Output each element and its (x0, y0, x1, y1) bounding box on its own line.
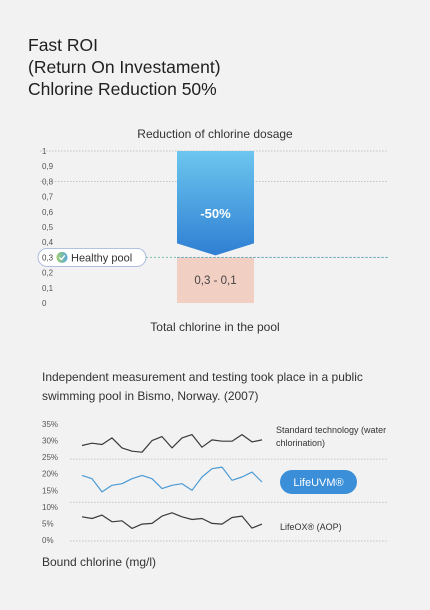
chart1-bar-label-remaining: 0,3 - 0,1 (194, 275, 236, 287)
chart1-y-tick: 0,4 (42, 238, 54, 247)
chart1-y-tick: 0,2 (42, 269, 54, 278)
chart1-reference-tick: 0,3 (42, 253, 54, 262)
chart1-y-tick: 0,7 (42, 193, 54, 202)
chart1-bar-remaining (177, 257, 254, 303)
title-line-2: (Return On Investament) (28, 57, 221, 77)
chart1-y-tick: 0,1 (42, 284, 54, 293)
chart2-y-tick: 5% (42, 519, 54, 528)
chart1-x-label: Total chlorine in the pool (150, 320, 279, 334)
chart2-legend-standard: Standard technology (water chlorination) (276, 425, 386, 448)
chart1-title: Reduction of chlorine dosage (137, 127, 293, 141)
chart2-y-tick: 35% (42, 420, 58, 429)
chart2-series-line-1 (81, 434, 263, 453)
chart2-y-tick: 25% (42, 453, 58, 462)
chart2-legend-lifeuvm: LifeUVM® (293, 477, 343, 489)
title-line-1: Fast ROI (28, 35, 99, 55)
chart1-bar-label-reduction: -50% (200, 206, 231, 221)
chart2-y-tick: 0% (42, 536, 54, 545)
chart2-y-tick: 10% (42, 503, 58, 512)
chart1-y-tick: 0 (42, 299, 47, 308)
chart2-legend-lifeuvm-pill (280, 470, 357, 494)
chart1-y-tick: 0,8 (42, 177, 54, 186)
chart1-bar-reduction (177, 151, 254, 256)
study-note: Independent measurement and testing took… (42, 370, 363, 403)
chart2-series-line-3 (81, 512, 263, 530)
page-title: Fast ROI (Return On Investament) Chlorin… (28, 34, 221, 100)
chart1-y-tick: 0,9 (42, 162, 54, 171)
check-circle-icon (56, 251, 68, 263)
chart1-y-tick: 0,6 (42, 208, 54, 217)
chart2-y-tick: 20% (42, 470, 58, 479)
chart1-y-tick: 0,5 (42, 223, 54, 232)
chart2-y-tick: 30% (42, 437, 58, 446)
title-line-3: Chlorine Reduction 50% (28, 79, 217, 99)
chart2-legend-lifeox: LifeOX® (AOP) (280, 522, 342, 532)
chart1-reference-label: Healthy pool (71, 252, 132, 264)
chart2-y-tick: 15% (42, 486, 58, 495)
chart2-y-label: Bound chlorine (mg/l) (42, 555, 156, 569)
chart2-series-line-2 (81, 466, 263, 493)
chart1-y-tick: 1 (42, 147, 47, 156)
